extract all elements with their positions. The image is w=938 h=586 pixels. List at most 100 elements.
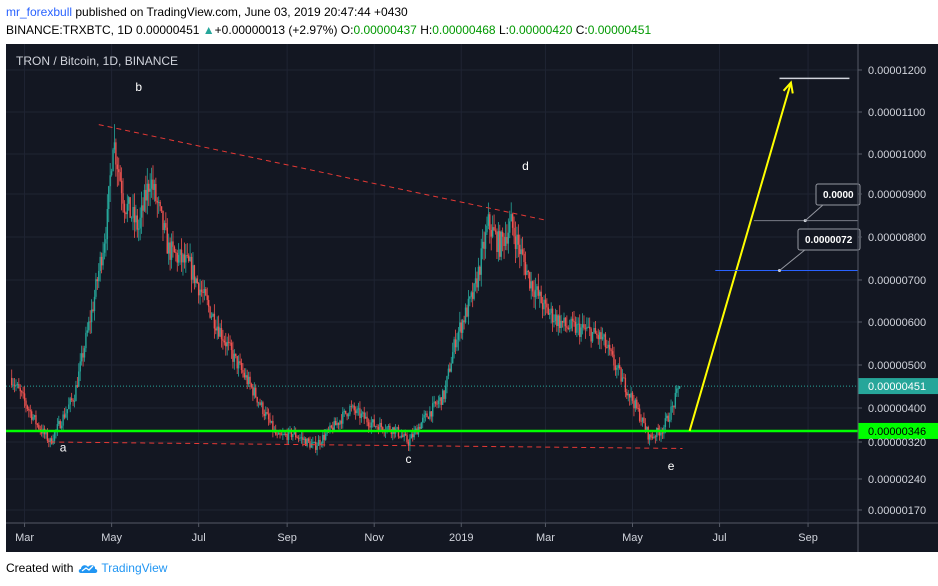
candle-body xyxy=(323,435,325,440)
candle xyxy=(112,147,114,172)
candle-body xyxy=(76,385,79,387)
candle xyxy=(302,432,304,447)
candle-body xyxy=(610,349,612,352)
candle-body xyxy=(424,413,427,415)
candle-body xyxy=(176,252,178,263)
symbol-line: BINANCE:TRXBTC, 1D 0.00000451 ▲+0.000000… xyxy=(6,23,651,37)
candle-body xyxy=(216,326,218,331)
projection-arrow-line[interactable] xyxy=(688,82,792,432)
candle-body xyxy=(643,417,645,424)
candle-body xyxy=(564,317,567,327)
chart-canvas[interactable]: 0.00000451 0.00000346 0.0000 0.0000072 a b c d e… xyxy=(6,44,938,552)
candle-body xyxy=(571,318,574,321)
candle xyxy=(242,362,244,378)
up-triangle-icon: ▲ xyxy=(202,23,215,37)
candle xyxy=(80,345,83,366)
candle xyxy=(651,432,654,440)
candle-body xyxy=(406,435,408,442)
candle-body xyxy=(225,342,227,347)
candle xyxy=(543,295,545,316)
candle xyxy=(68,397,70,410)
candle xyxy=(446,375,448,394)
candle xyxy=(621,369,624,382)
chart-panel[interactable]: 0.00000451 0.00000346 0.0000 0.0000072 a b c d e… xyxy=(6,44,938,552)
candle-body xyxy=(386,427,388,431)
candle xyxy=(149,173,151,207)
candle-body xyxy=(370,422,373,428)
candle xyxy=(70,392,73,402)
candle xyxy=(357,402,360,416)
candle-body xyxy=(574,321,577,333)
candle-body xyxy=(138,228,140,230)
candle-body xyxy=(617,365,619,368)
candle-body xyxy=(99,256,101,271)
lower-trendline[interactable] xyxy=(50,441,683,449)
price-tick-label: 0.00000320 xyxy=(868,437,926,449)
candle xyxy=(269,412,271,425)
candle xyxy=(647,425,649,444)
candle xyxy=(266,407,268,415)
last-price-label: 0.00000451 xyxy=(868,381,926,393)
candle xyxy=(207,295,210,313)
candle-body xyxy=(658,431,661,436)
candle-body xyxy=(132,206,134,218)
candle-body xyxy=(45,431,47,435)
candle-body xyxy=(28,408,30,411)
candle-body xyxy=(199,289,201,296)
callout-label: 0.0000 xyxy=(823,190,854,201)
time-axis: Mar May Jul Sep Nov 2019 Mar May Jul Sep xyxy=(6,522,938,544)
candle-body xyxy=(299,437,301,439)
candle xyxy=(26,404,29,412)
candle-body xyxy=(668,419,671,422)
candle xyxy=(520,238,522,267)
candle-body xyxy=(404,433,407,436)
time-tick-label: May xyxy=(101,532,122,544)
author-link[interactable]: mr_forexbull xyxy=(6,5,73,19)
candle xyxy=(130,216,133,222)
candle-body xyxy=(561,320,564,323)
candle xyxy=(148,179,150,206)
candle-body xyxy=(373,419,375,427)
candle-body xyxy=(636,399,638,409)
candle-body xyxy=(573,320,575,322)
candle xyxy=(376,424,378,430)
candle xyxy=(477,257,480,291)
candle-body xyxy=(222,339,224,341)
price-tick-label: 0.00000800 xyxy=(868,232,926,244)
candle xyxy=(330,424,333,429)
candle-body xyxy=(287,429,290,440)
candle xyxy=(110,168,113,177)
candle xyxy=(336,417,338,429)
candle-body xyxy=(63,414,66,418)
candle xyxy=(166,218,168,254)
candle xyxy=(670,399,672,423)
candle xyxy=(656,427,658,442)
candle xyxy=(392,427,394,441)
candle-body xyxy=(135,215,137,223)
candle-body xyxy=(13,384,16,386)
candle xyxy=(523,247,525,276)
candle xyxy=(444,380,447,403)
candle xyxy=(209,305,211,319)
candle xyxy=(350,400,353,412)
candle xyxy=(66,409,69,421)
candle xyxy=(454,329,457,355)
upper-trendline[interactable] xyxy=(98,124,545,221)
candle xyxy=(673,405,675,416)
grid xyxy=(6,44,858,523)
price-tick-label: 0.00000600 xyxy=(868,317,926,329)
candle-body xyxy=(123,203,126,213)
callout-box[interactable] xyxy=(797,228,861,251)
candle xyxy=(393,426,395,439)
candle-body xyxy=(443,390,445,399)
candle-body xyxy=(35,415,37,425)
candle xyxy=(282,427,284,441)
candle-body xyxy=(380,422,383,428)
candle xyxy=(566,315,568,333)
candle-body xyxy=(210,316,213,318)
candle-body xyxy=(126,203,129,215)
candle-body xyxy=(122,193,124,204)
candle xyxy=(564,317,567,332)
tradingview-logo[interactable]: TradingView xyxy=(77,561,167,575)
candle xyxy=(598,330,601,350)
